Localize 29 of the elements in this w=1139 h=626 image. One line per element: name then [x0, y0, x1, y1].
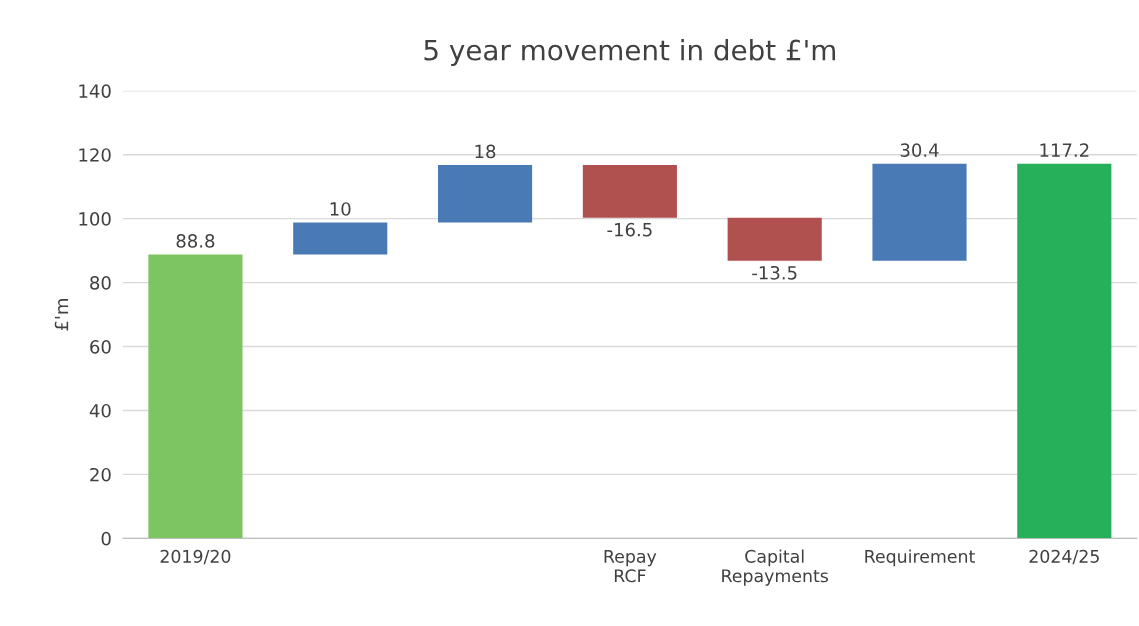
y-tick-label: 80 [90, 276, 111, 290]
y-tick-label: 0 [101, 531, 111, 546]
bar [582, 164, 677, 218]
bar [727, 217, 822, 261]
bar [872, 163, 967, 261]
y-tick-label: 140 [79, 84, 111, 98]
y-tick-label: 100 [79, 212, 111, 226]
data-label: 117.2 [1040, 143, 1089, 157]
x-tick-label: 2019/20 [160, 549, 231, 565]
data-label: 30.4 [900, 143, 939, 157]
x-tick-label: Capital Repayments [722, 549, 829, 586]
y-axis-title: £'m [54, 299, 69, 331]
x-tick-label: 2024/25 [1029, 549, 1099, 565]
y-tick-label: 60 [90, 339, 111, 354]
data-label: 10 [330, 202, 351, 216]
bar [1017, 163, 1112, 539]
y-tick-label: 120 [79, 148, 111, 162]
bar [293, 222, 388, 255]
data-label: -16.5 [607, 222, 652, 237]
bar [148, 254, 243, 539]
data-label: -13.5 [752, 265, 797, 280]
chart-title: 5 year movement in debt £'m [424, 39, 835, 66]
data-label: 18 [475, 144, 496, 159]
x-tick-label: Repay RCF [604, 550, 657, 583]
y-tick-label: 20 [90, 467, 111, 482]
bar [437, 164, 533, 223]
y-tick-label: 40 [89, 403, 111, 418]
data-label: 88.8 [176, 234, 215, 248]
x-tick-label: Requirement [865, 549, 975, 567]
